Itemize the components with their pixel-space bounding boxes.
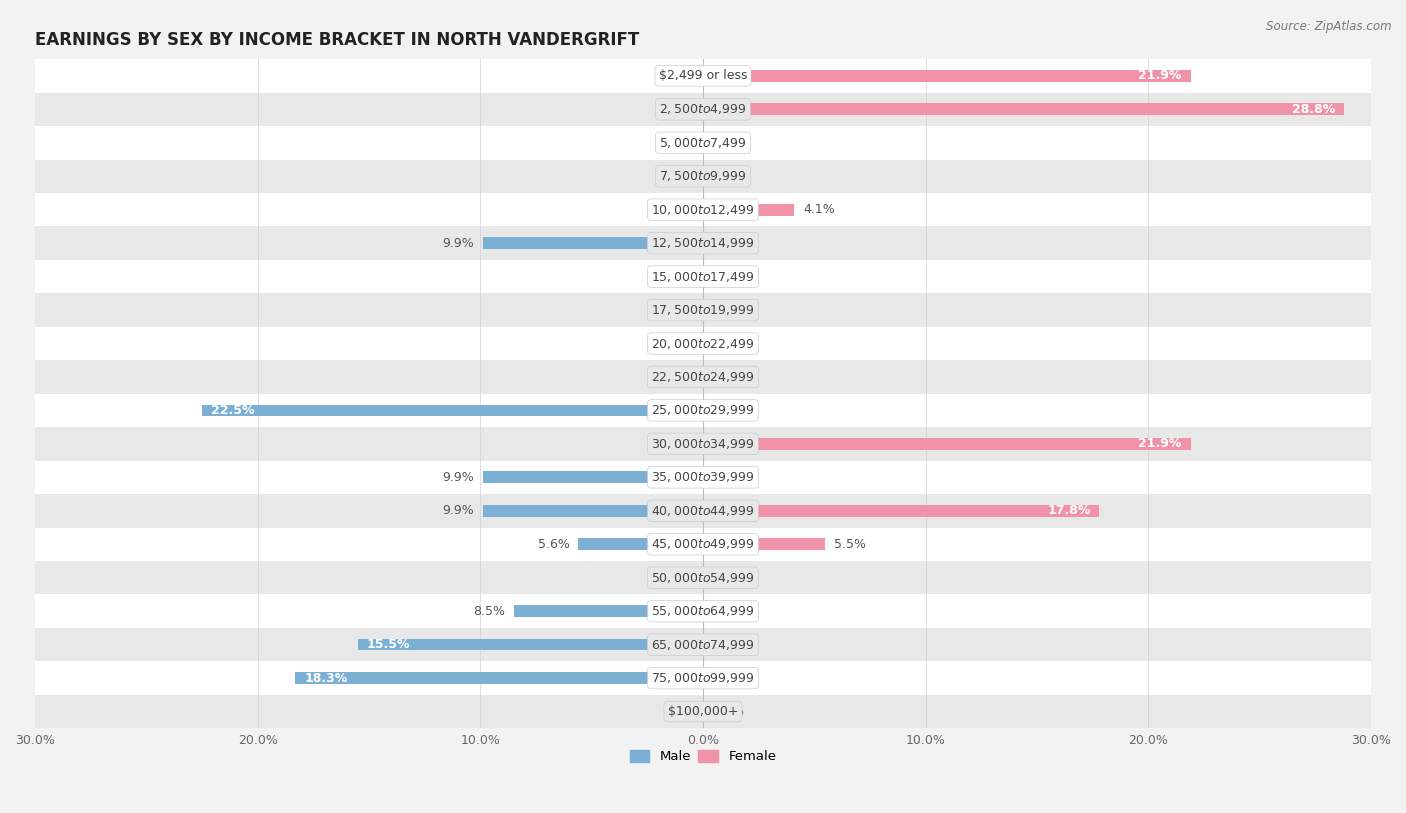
Bar [482,237,703,249]
Bar [482,472,703,483]
Text: $65,000 to $74,999: $65,000 to $74,999 [651,637,755,651]
Text: 15.5%: 15.5% [367,638,411,651]
Text: 8.5%: 8.5% [472,605,505,618]
Text: $22,500 to $24,999: $22,500 to $24,999 [651,370,755,384]
Text: $35,000 to $39,999: $35,000 to $39,999 [651,471,755,485]
Text: 9.9%: 9.9% [441,471,474,484]
Bar [359,639,703,650]
Text: 0.0%: 0.0% [711,137,744,150]
Text: $15,000 to $17,499: $15,000 to $17,499 [651,270,755,284]
Bar [35,594,1371,628]
Bar [703,505,1099,516]
Text: $100,000+: $100,000+ [668,705,738,718]
Text: 0.0%: 0.0% [662,170,695,183]
Bar [703,438,1191,450]
Bar [35,494,1371,528]
Text: 5.6%: 5.6% [537,537,569,550]
Text: $5,000 to $7,499: $5,000 to $7,499 [659,136,747,150]
Text: $50,000 to $54,999: $50,000 to $54,999 [651,571,755,585]
Text: 0.0%: 0.0% [711,337,744,350]
Text: 9.9%: 9.9% [441,504,474,517]
Text: $40,000 to $44,999: $40,000 to $44,999 [651,504,755,518]
Text: $7,500 to $9,999: $7,500 to $9,999 [659,169,747,183]
Text: 18.3%: 18.3% [304,672,347,685]
Text: 0.0%: 0.0% [711,605,744,618]
Bar [35,427,1371,461]
Bar [35,159,1371,193]
Bar [35,393,1371,427]
Text: 0.0%: 0.0% [662,572,695,585]
Text: 21.9%: 21.9% [1139,437,1182,450]
Text: 0.0%: 0.0% [662,203,695,216]
Text: 0.0%: 0.0% [711,672,744,685]
Text: 5.5%: 5.5% [834,537,866,550]
Text: 0.0%: 0.0% [662,270,695,283]
Bar [35,126,1371,159]
Text: EARNINGS BY SEX BY INCOME BRACKET IN NORTH VANDERGRIFT: EARNINGS BY SEX BY INCOME BRACKET IN NOR… [35,31,640,50]
Bar [703,204,794,215]
Text: 0.0%: 0.0% [662,303,695,316]
Text: 0.0%: 0.0% [662,137,695,150]
Text: $2,500 to $4,999: $2,500 to $4,999 [659,102,747,116]
Bar [35,360,1371,393]
Text: 0.0%: 0.0% [711,572,744,585]
Text: 28.8%: 28.8% [1292,102,1336,115]
Text: 22.5%: 22.5% [211,404,254,417]
Text: $12,500 to $14,999: $12,500 to $14,999 [651,236,755,250]
Text: 0.0%: 0.0% [662,102,695,115]
Text: $30,000 to $34,999: $30,000 to $34,999 [651,437,755,451]
Bar [35,528,1371,561]
Bar [703,103,1344,115]
Text: 0.0%: 0.0% [711,371,744,384]
Text: 0.0%: 0.0% [711,170,744,183]
Text: $25,000 to $29,999: $25,000 to $29,999 [651,403,755,417]
Text: $45,000 to $49,999: $45,000 to $49,999 [651,537,755,551]
Text: 0.0%: 0.0% [711,705,744,718]
Bar [35,661,1371,695]
Bar [35,59,1371,93]
Text: $75,000 to $99,999: $75,000 to $99,999 [651,671,755,685]
Legend: Male, Female: Male, Female [624,745,782,768]
Bar [35,260,1371,293]
Text: 0.0%: 0.0% [711,471,744,484]
Text: $55,000 to $64,999: $55,000 to $64,999 [651,604,755,618]
Text: 4.1%: 4.1% [803,203,835,216]
Text: 0.0%: 0.0% [711,237,744,250]
Text: 0.0%: 0.0% [711,270,744,283]
Bar [202,405,703,416]
Text: 0.0%: 0.0% [662,69,695,82]
Text: 9.9%: 9.9% [441,237,474,250]
Bar [703,70,1191,82]
Bar [35,193,1371,227]
Text: 17.8%: 17.8% [1047,504,1091,517]
Text: 0.0%: 0.0% [662,437,695,450]
Bar [35,628,1371,661]
Bar [35,461,1371,494]
Bar [35,327,1371,360]
Text: 0.0%: 0.0% [711,638,744,651]
Bar [35,293,1371,327]
Bar [578,538,703,550]
Text: $20,000 to $22,499: $20,000 to $22,499 [651,337,755,350]
Text: 0.0%: 0.0% [711,404,744,417]
Bar [35,695,1371,728]
Bar [35,561,1371,594]
Bar [513,606,703,617]
Text: $10,000 to $12,499: $10,000 to $12,499 [651,202,755,217]
Bar [703,538,825,550]
Text: 0.0%: 0.0% [662,371,695,384]
Text: 0.0%: 0.0% [711,303,744,316]
Text: 0.0%: 0.0% [662,337,695,350]
Bar [482,505,703,516]
Text: $17,500 to $19,999: $17,500 to $19,999 [651,303,755,317]
Text: $2,499 or less: $2,499 or less [659,69,747,82]
Bar [35,93,1371,126]
Text: 0.0%: 0.0% [662,705,695,718]
Text: Source: ZipAtlas.com: Source: ZipAtlas.com [1267,20,1392,33]
Text: 21.9%: 21.9% [1139,69,1182,82]
Bar [35,227,1371,260]
Bar [295,672,703,684]
